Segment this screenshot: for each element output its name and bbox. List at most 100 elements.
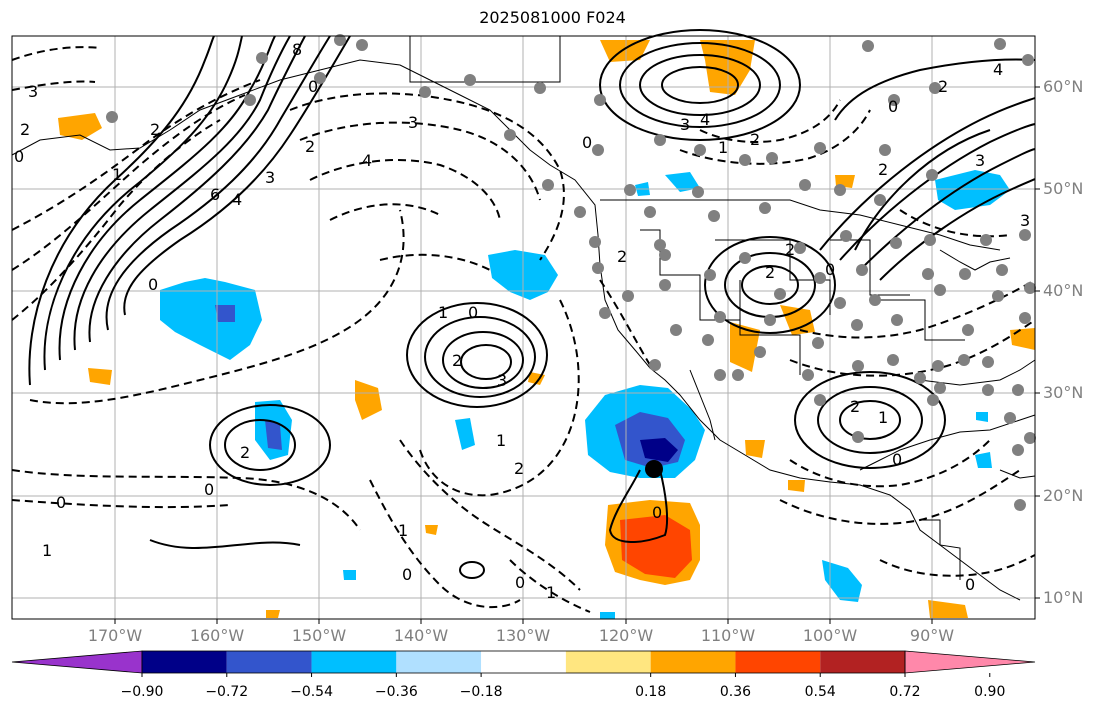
contour-label: 2 xyxy=(240,443,250,462)
contour-label: 0 xyxy=(892,450,902,469)
axis-ticks xyxy=(114,86,1040,624)
contour-label: 1 xyxy=(42,541,52,560)
station-markers xyxy=(106,34,1036,511)
colorbar-tick-label: 0.18 xyxy=(635,684,667,700)
colorbar-segment xyxy=(565,651,651,673)
colorbar-tick-label: −0.36 xyxy=(374,684,418,700)
lon-label-170w: 170°W xyxy=(87,626,143,645)
positive-anomaly-fill xyxy=(355,380,382,420)
colorbar-segment xyxy=(396,651,482,673)
lat-label-20n: 20°N xyxy=(1043,486,1084,505)
negative-anomaly-fill xyxy=(976,412,988,422)
colorbar-segment xyxy=(142,651,227,673)
contour-label: 0 xyxy=(888,97,898,116)
colorbar-tick-label: 0.54 xyxy=(804,684,836,700)
graticule xyxy=(12,36,1035,619)
contour-label: 2 xyxy=(20,120,30,139)
colorbar-tick-label: −0.72 xyxy=(205,684,249,700)
colorbar-tick-label: 0.90 xyxy=(974,684,1006,700)
colorbar-tick-label: 0.72 xyxy=(889,684,921,700)
negative-anomaly-fill xyxy=(265,420,282,450)
contour-label: 2 xyxy=(750,130,760,149)
contour-label: 3 xyxy=(28,82,38,101)
contour-label: 2 xyxy=(938,77,948,96)
colorbar-segment xyxy=(481,651,566,673)
contour-label: 2 xyxy=(765,263,775,282)
contour-label: 0 xyxy=(825,260,835,279)
positive-anomaly-fill xyxy=(88,368,112,385)
lon-label-90w: 90°W xyxy=(909,626,955,645)
negative-anomaly-fill xyxy=(215,305,235,322)
colorbar xyxy=(11,650,1036,677)
contour-label: 1 xyxy=(112,165,122,184)
colorbar-tick-label: −0.54 xyxy=(290,684,333,700)
colorbar-extend-high xyxy=(904,650,1036,674)
shaded-anomaly-regions xyxy=(58,40,1035,619)
positive-anomaly-fill xyxy=(266,610,280,618)
contour-label: 2 xyxy=(150,120,160,139)
contour-label: 3 xyxy=(1020,211,1030,230)
contour-label: 0 xyxy=(308,77,318,96)
colorbar-tick-label: 0.36 xyxy=(719,684,752,700)
lon-label-140w: 140°W xyxy=(393,626,449,645)
contour-label: 4 xyxy=(700,110,710,129)
contour-label: 0 xyxy=(582,133,592,152)
lat-label-10n: 10°N xyxy=(1043,588,1084,607)
negative-anomaly-fill xyxy=(343,570,356,580)
contour-label: 0 xyxy=(965,575,975,594)
contour-label: 0 xyxy=(204,480,214,499)
contour-label: 2 xyxy=(305,137,315,156)
contour-label: 0 xyxy=(14,147,24,166)
contour-label: 3 xyxy=(408,113,418,132)
colorbar-border xyxy=(141,650,906,674)
contour-label: 1 xyxy=(496,431,506,450)
lat-label-50n: 50°N xyxy=(1043,179,1084,198)
lon-label-100w: 100°W xyxy=(802,626,858,645)
colorbar-segment xyxy=(226,651,312,673)
negative-anomaly-fill xyxy=(975,452,992,468)
map-title: 2025081000 F024 xyxy=(479,8,626,27)
lat-label-60n: 60°N xyxy=(1043,77,1084,96)
lon-label-130w: 130°W xyxy=(495,626,551,645)
contour-label: 0 xyxy=(402,565,412,584)
colorbar-tick-label: −0.90 xyxy=(120,684,164,700)
negative-anomaly-fill xyxy=(640,438,678,462)
positive-anomaly-fill xyxy=(425,525,438,535)
contour-label: 0 xyxy=(468,303,478,322)
contour-label: 8 xyxy=(292,40,302,59)
contour-label: 1 xyxy=(878,408,888,427)
contour-label: 0 xyxy=(652,503,662,522)
contour-label: 4 xyxy=(232,190,242,209)
contour-label: 3 xyxy=(265,168,275,187)
contour-label: 4 xyxy=(362,151,372,170)
colorbar-segment xyxy=(735,651,821,673)
colorbar-segment xyxy=(820,651,905,673)
lon-label-160w: 160°W xyxy=(189,626,245,645)
contour-label: 6 xyxy=(210,185,220,204)
contour-label: 2 xyxy=(878,160,888,179)
colorbar-tick-label: −0.18 xyxy=(459,684,503,700)
contour-label: 0 xyxy=(515,573,525,592)
positive-anomaly-fill xyxy=(58,113,102,140)
positive-anomaly-fill xyxy=(788,480,805,492)
positive-anomaly-fill xyxy=(745,440,765,458)
negative-anomaly-fill xyxy=(665,172,700,192)
contour-label: 3 xyxy=(680,115,690,134)
contour-label: 1 xyxy=(398,521,408,540)
negative-anomaly-fill xyxy=(600,612,615,619)
lon-label-150w: 150°W xyxy=(291,626,347,645)
contour-label: 2 xyxy=(785,240,795,259)
dashed-contour-lines xyxy=(11,46,1036,613)
contour-label: 2 xyxy=(850,397,860,416)
lon-label-110w: 110°W xyxy=(700,626,756,645)
lat-label-30n: 30°N xyxy=(1043,383,1084,402)
negative-anomaly-fill xyxy=(822,560,862,602)
contour-lines xyxy=(28,29,1036,579)
contour-label: 1 xyxy=(718,138,728,157)
contour-label: 3 xyxy=(975,151,985,170)
contour-label: 2 xyxy=(617,247,627,266)
positive-anomaly-fill xyxy=(600,40,650,62)
lon-label-120w: 120°W xyxy=(598,626,654,645)
contour-label: 0 xyxy=(56,493,66,512)
